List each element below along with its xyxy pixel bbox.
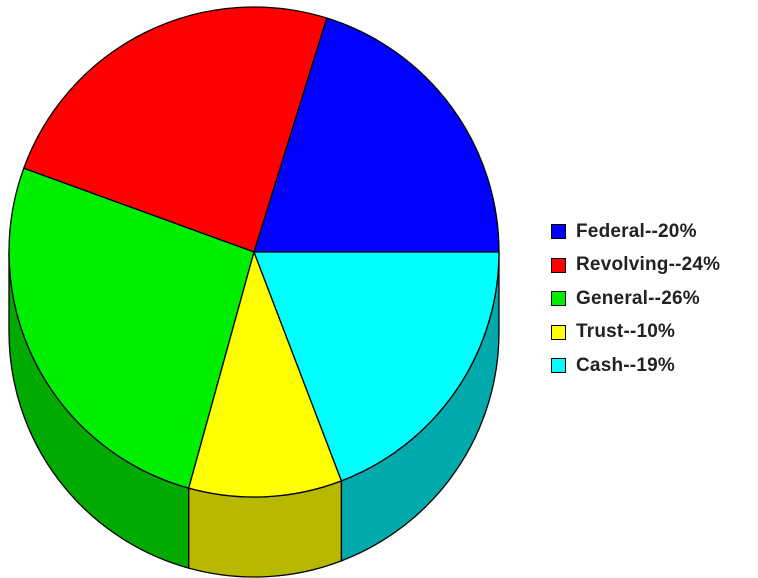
legend-label: General--26% — [576, 287, 700, 309]
legend-swatch — [551, 257, 566, 273]
pie-slice-trust — [188, 251, 343, 498]
legend-swatch — [551, 358, 566, 374]
pie-slice-cash — [253, 251, 500, 482]
legend-swatch — [551, 291, 566, 307]
legend-label: Federal--20% — [576, 220, 697, 242]
legend-swatch — [551, 324, 566, 340]
pie-slice-federal — [253, 17, 500, 253]
legend-label: Cash--19% — [576, 354, 675, 376]
legend-item-revolving: Revolving--24% — [551, 249, 720, 283]
pie-slice-general — [8, 167, 255, 489]
pie-slice-revolving — [23, 6, 328, 253]
legend-item-trust: Trust--10% — [551, 316, 720, 350]
legend-item-federal: Federal--20% — [551, 215, 720, 249]
legend-swatch — [551, 224, 566, 240]
legend-label: Revolving--24% — [576, 254, 721, 276]
legend: Federal--20% Revolving--24% General--26% Tr… — [551, 215, 720, 383]
legend-label: Trust--10% — [576, 321, 676, 343]
legend-item-cash: Cash--19% — [551, 349, 720, 383]
legend-item-general: General--26% — [551, 282, 720, 316]
